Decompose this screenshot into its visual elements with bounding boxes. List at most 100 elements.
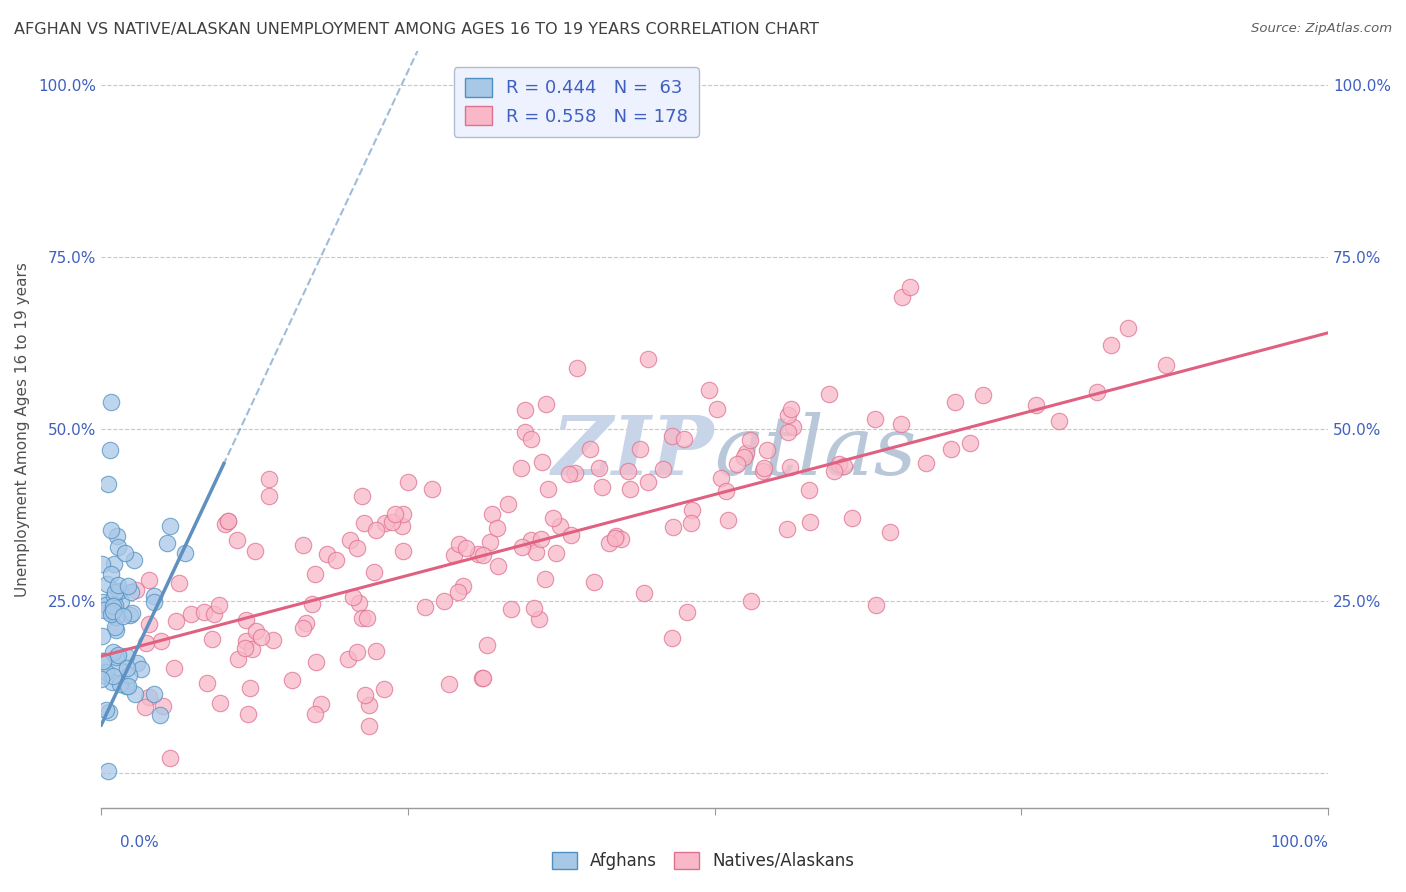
Point — [90, 558, 112, 572]
Point — [131, 662, 153, 676]
Point — [471, 672, 494, 686]
Point — [364, 524, 387, 538]
Point — [245, 624, 267, 639]
Point — [117, 579, 139, 593]
Point — [257, 472, 280, 486]
Point — [420, 482, 443, 496]
Point — [114, 648, 136, 663]
Point — [257, 489, 280, 503]
Point — [96, 598, 118, 612]
Point — [96, 577, 118, 591]
Point — [292, 621, 315, 635]
Point — [779, 402, 801, 417]
Point — [214, 516, 236, 531]
Point — [727, 458, 749, 472]
Point — [890, 417, 912, 432]
Point — [363, 565, 385, 579]
Point — [533, 572, 555, 586]
Text: Source: ZipAtlas.com: Source: ZipAtlas.com — [1251, 22, 1392, 36]
Point — [472, 548, 495, 562]
Point — [797, 483, 820, 498]
Point — [347, 596, 370, 610]
Point — [527, 612, 550, 626]
Point — [295, 615, 318, 630]
Point — [735, 446, 758, 460]
Point — [94, 703, 117, 717]
Point — [560, 528, 582, 542]
Text: AFGHAN VS NATIVE/ALASKAN UNEMPLOYMENT AMONG AGES 16 TO 19 YEARS CORRELATION CHAR: AFGHAN VS NATIVE/ALASKAN UNEMPLOYMENT AM… — [14, 22, 820, 37]
Point — [661, 429, 683, 443]
Point — [115, 661, 138, 675]
Point — [598, 536, 620, 550]
Point — [91, 654, 114, 668]
Point — [439, 676, 461, 690]
Point — [108, 677, 131, 691]
Point — [125, 583, 148, 598]
Point — [865, 598, 887, 612]
Point — [235, 633, 257, 648]
Point — [779, 460, 801, 475]
Point — [249, 631, 271, 645]
Point — [672, 432, 695, 446]
Point — [309, 697, 332, 711]
Point — [381, 516, 404, 530]
Point — [100, 394, 122, 409]
Point — [433, 593, 456, 607]
Point — [478, 534, 501, 549]
Point — [305, 655, 328, 669]
Point — [105, 529, 128, 543]
Point — [943, 394, 966, 409]
Point — [135, 636, 157, 650]
Point — [100, 607, 122, 622]
Point — [391, 519, 413, 533]
Point — [143, 687, 166, 701]
Point — [138, 690, 160, 704]
Point — [180, 607, 202, 622]
Point — [97, 477, 120, 491]
Point — [262, 633, 284, 648]
Point — [453, 579, 475, 593]
Text: atlas: atlas — [714, 412, 917, 491]
Y-axis label: Unemployment Among Ages 16 to 19 years: Unemployment Among Ages 16 to 19 years — [15, 261, 30, 597]
Point — [449, 537, 471, 551]
Point — [756, 443, 779, 458]
Point — [1047, 414, 1070, 428]
Point — [605, 529, 627, 543]
Point — [91, 629, 114, 643]
Point — [834, 458, 856, 473]
Point — [485, 521, 508, 535]
Point — [1154, 359, 1177, 373]
Point — [603, 531, 626, 545]
Point — [103, 557, 125, 571]
Point — [115, 679, 138, 693]
Point — [536, 397, 558, 411]
Point — [301, 597, 323, 611]
Point — [325, 553, 347, 567]
Point — [200, 632, 222, 646]
Point — [467, 547, 489, 561]
Point — [304, 567, 326, 582]
Text: ZIP: ZIP — [553, 412, 714, 491]
Point — [515, 402, 537, 417]
Point — [235, 613, 257, 627]
Point — [752, 461, 775, 475]
Point — [350, 611, 373, 625]
Point — [159, 519, 181, 533]
Point — [193, 605, 215, 619]
Point — [496, 497, 519, 511]
Point — [392, 544, 415, 558]
Point — [352, 489, 374, 503]
Point — [939, 442, 962, 457]
Point — [107, 584, 129, 599]
Point — [359, 719, 381, 733]
Point — [513, 425, 536, 439]
Point — [523, 600, 546, 615]
Point — [117, 679, 139, 693]
Point — [823, 464, 845, 478]
Point — [1099, 338, 1122, 352]
Point — [373, 681, 395, 696]
Point — [776, 522, 799, 536]
Point — [238, 706, 260, 721]
Point — [524, 545, 547, 559]
Point — [346, 541, 368, 555]
